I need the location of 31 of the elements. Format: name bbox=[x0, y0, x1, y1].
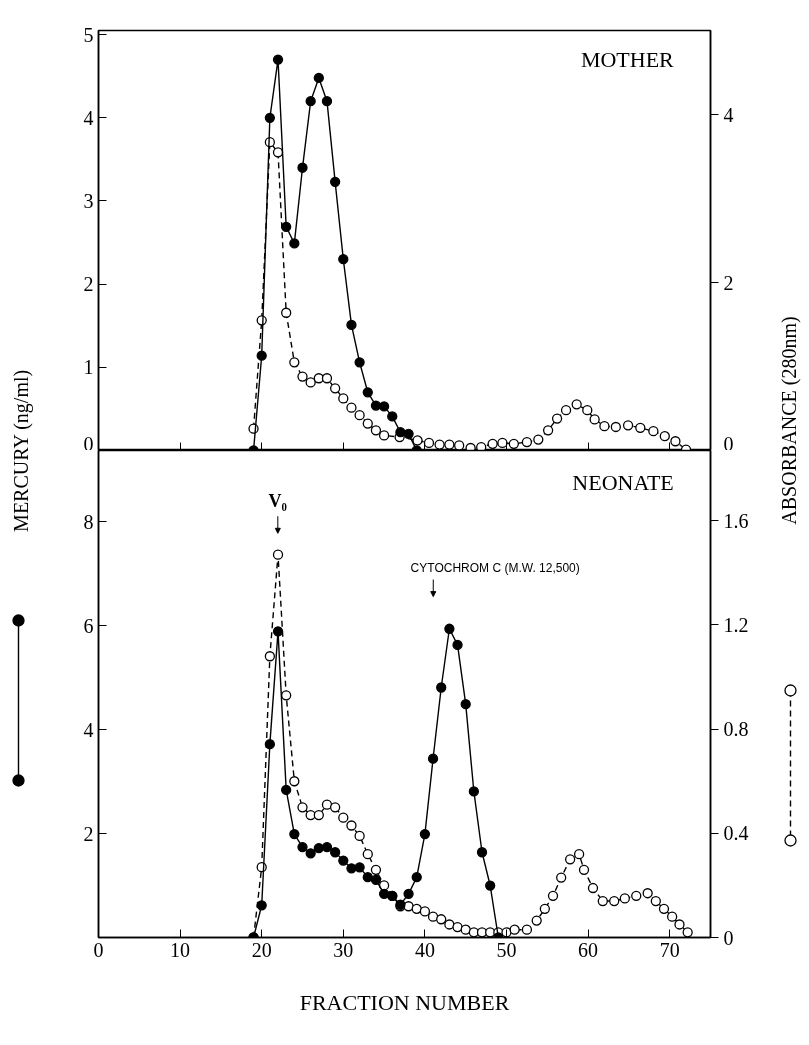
y-tick-label: 6 bbox=[83, 614, 94, 637]
y2-tick-label: 0 bbox=[723, 432, 734, 455]
y-tick-label: 4 bbox=[83, 106, 94, 129]
x-tick-label: 30 bbox=[333, 938, 354, 961]
annotation: CYTOCHROM C (M.W. 12,500) bbox=[410, 560, 580, 575]
y-tick-label: 1 bbox=[83, 356, 94, 379]
y-tick-label: 2 bbox=[83, 273, 94, 296]
annotation: V₀ bbox=[268, 491, 288, 512]
text: NEONATE bbox=[572, 469, 674, 495]
x-tick-label: 20 bbox=[251, 938, 272, 961]
y-tick-label: 5 bbox=[83, 23, 94, 46]
y2-axis-title: ABSORBANCE (280nm) bbox=[777, 316, 801, 525]
x-tick-label: 70 bbox=[659, 938, 680, 961]
y2-tick-label: 1.6 bbox=[723, 509, 749, 532]
y-tick-label: 0 bbox=[83, 432, 94, 455]
x-axis-title: FRACTION NUMBER bbox=[299, 989, 510, 1015]
y2-tick-label: 0.4 bbox=[723, 822, 749, 845]
y-tick-label: 8 bbox=[83, 510, 94, 533]
text: MOTHER bbox=[580, 47, 675, 73]
y-tick-label: 4 bbox=[83, 718, 94, 741]
y2-tick-label: 4 bbox=[723, 103, 734, 126]
x-tick-label: 60 bbox=[578, 938, 599, 961]
y-tick-label: 3 bbox=[83, 190, 94, 212]
y2-tick-label: 1.2 bbox=[723, 613, 749, 636]
x-tick-label: 10 bbox=[170, 938, 191, 961]
y2-tick-label: 0.8 bbox=[723, 718, 749, 741]
x-tick-label: 50 bbox=[496, 938, 517, 961]
x-tick-label: 40 bbox=[414, 938, 435, 961]
y2-tick-label: 2 bbox=[723, 271, 734, 294]
y-axis-title: MERCURY (ng/ml) bbox=[9, 369, 33, 532]
y-tick-label: 2 bbox=[83, 822, 94, 845]
